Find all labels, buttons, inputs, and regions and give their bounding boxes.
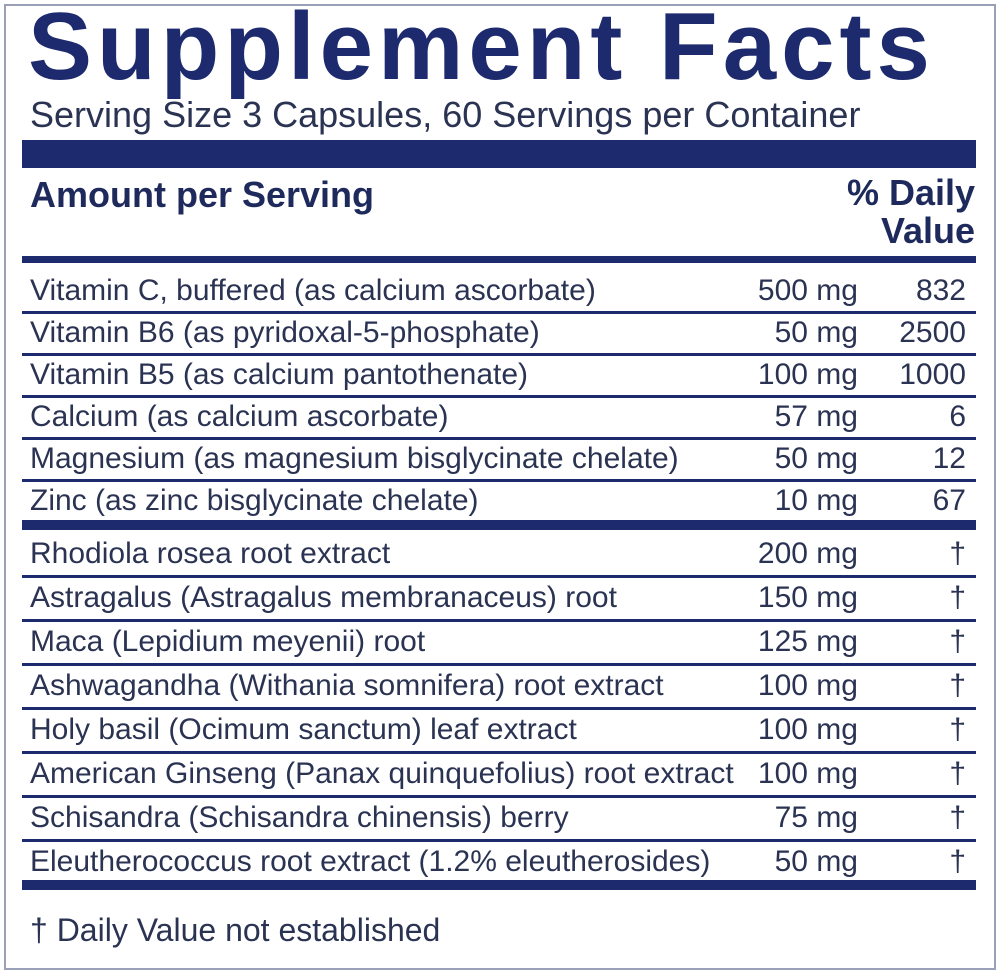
serving-info: Serving Size 3 Capsules, 60 Servings per…: [30, 94, 861, 135]
row-divider: [22, 575, 976, 578]
row-divider: [22, 479, 976, 482]
row-divider: [22, 395, 976, 398]
row-divider: [22, 311, 976, 314]
amount: 500 mg: [757, 274, 858, 307]
daily-value: †: [949, 845, 966, 878]
daily-value: 12: [932, 442, 966, 475]
daily-value: 6: [949, 400, 966, 433]
nutrient-name: Eleutherococcus root extract (1.2% eleut…: [30, 845, 711, 878]
row-divider: [22, 795, 976, 798]
nutrient-name: Astragalus (Astragalus membranaceus) roo…: [30, 581, 617, 614]
row-divider: [22, 751, 976, 754]
amount: 100 mg: [757, 669, 858, 702]
title: Supplement Facts: [28, 0, 935, 100]
header-amount: Amount per Serving: [30, 174, 375, 215]
row-divider: [22, 353, 976, 356]
footnote: † Daily Value not established: [30, 912, 441, 948]
daily-value: 67: [932, 484, 966, 517]
amount: 200 mg: [757, 537, 858, 570]
divider: [22, 256, 976, 263]
amount: 50 mg: [774, 316, 858, 349]
nutrient-name: Schisandra (Schisandra chinensis) berry: [30, 801, 569, 834]
row-divider: [22, 663, 976, 666]
daily-value: †: [949, 757, 966, 790]
nutrient-name: Vitamin B5 (as calcium pantothenate): [30, 358, 529, 391]
row-divider: [22, 619, 976, 622]
daily-value: †: [949, 713, 966, 746]
amount: 125 mg: [757, 625, 858, 658]
nutrient-name: Holy basil (Ocimum sanctum) leaf extract: [30, 713, 577, 746]
row-divider: [22, 437, 976, 440]
nutrient-name: Zinc (as zinc bisglycinate chelate): [30, 484, 479, 517]
divider: [22, 880, 976, 890]
nutrient-name: Magnesium (as magnesium bisglycinate che…: [30, 442, 679, 475]
daily-value: †: [949, 581, 966, 614]
divider: [22, 140, 976, 168]
header-daily-value: % Daily Value: [846, 172, 975, 251]
frame: [4, 4, 996, 970]
daily-value: 832: [915, 274, 966, 307]
amount: 75 mg: [774, 801, 858, 834]
daily-value: †: [949, 537, 966, 570]
amount: 50 mg: [774, 442, 858, 475]
nutrient-name: Vitamin C, buffered (as calcium ascorbat…: [30, 274, 596, 307]
daily-value: †: [949, 801, 966, 834]
nutrient-name: Calcium (as calcium ascorbate): [30, 400, 449, 433]
daily-value: †: [949, 669, 966, 702]
nutrient-name: American Ginseng (Panax quinquefolius) r…: [30, 757, 734, 790]
nutrient-name: Maca (Lepidium meyenii) root: [30, 625, 426, 658]
amount: 10 mg: [774, 484, 858, 517]
nutrient-name: Rhodiola rosea root extract: [30, 537, 391, 570]
amount: 57 mg: [774, 400, 858, 433]
daily-value: 1000: [899, 358, 966, 391]
daily-value: 2500: [899, 316, 966, 349]
divider: [22, 520, 976, 530]
row-divider: [22, 839, 976, 842]
amount: 100 mg: [757, 358, 858, 391]
amount: 150 mg: [757, 581, 858, 614]
amount: 50 mg: [774, 845, 858, 878]
nutrient-name: Ashwagandha (Withania somnifera) root ex…: [30, 669, 664, 702]
row-divider: [22, 707, 976, 710]
nutrient-name: Vitamin B6 (as pyridoxal-5-phosphate): [30, 316, 540, 349]
amount: 100 mg: [757, 757, 858, 790]
daily-value: †: [949, 625, 966, 658]
amount: 100 mg: [757, 713, 858, 746]
